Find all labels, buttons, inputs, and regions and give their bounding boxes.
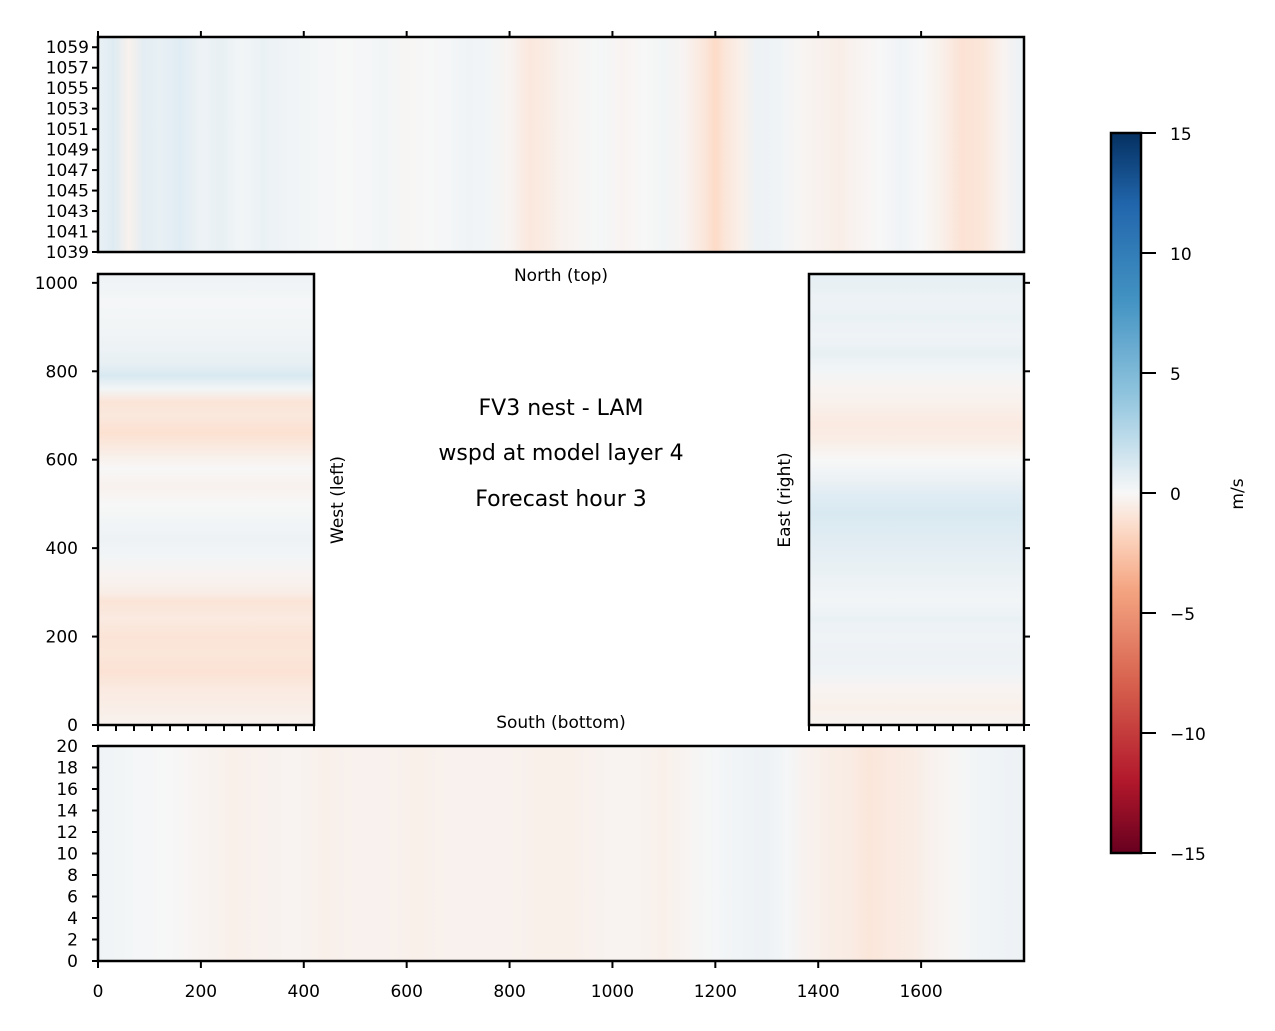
colorbar-tick-label: 0	[1170, 485, 1181, 505]
chart-title-line-2: wspd at model layer 4	[438, 441, 683, 466]
north-frame	[96, 35, 1026, 254]
ytick-label-south: 10	[56, 845, 78, 865]
west-heatmap	[98, 274, 314, 725]
ytick-label-south: 2	[67, 931, 78, 951]
ytick-label-south: 18	[56, 759, 78, 779]
xtick-label-south: 1400	[797, 982, 840, 1002]
ytick-label-north: 1059	[46, 38, 89, 58]
xtick-label-south: 400	[288, 982, 320, 1002]
ytick-label-west: 1000	[35, 274, 78, 294]
ytick-label-south: 20	[56, 737, 78, 757]
colorbar-tick-label: −10	[1170, 725, 1206, 745]
xtick-label-south: 0	[93, 982, 104, 1002]
ytick-label-north: 1041	[46, 223, 89, 243]
ytick-label-west: 400	[46, 539, 78, 559]
west-panel-label: West (left)	[328, 456, 348, 544]
ytick-label-west: 0	[67, 716, 78, 736]
ytick-label-south: 12	[56, 823, 78, 843]
colorbar-label: m/s	[1228, 478, 1248, 509]
ytick-label-south: 8	[67, 866, 78, 886]
south-panel-label: South (bottom)	[496, 713, 626, 733]
east-panel-label: East (right)	[775, 452, 795, 547]
axis-ticks: 1039104110431045104710491051105310551057…	[35, 31, 1206, 1002]
xtick-label-south: 600	[390, 982, 422, 1002]
chart-title-line-3: Forecast hour 3	[475, 487, 646, 512]
xtick-label-south: 1600	[899, 982, 942, 1002]
north-heatmap	[98, 37, 1024, 252]
ytick-label-north: 1043	[46, 202, 89, 222]
ytick-label-north: 1039	[46, 243, 89, 263]
ytick-label-west: 800	[46, 362, 78, 382]
ytick-label-north: 1053	[46, 100, 89, 120]
colorbar	[1109, 131, 1143, 855]
ytick-label-west: 200	[46, 628, 78, 648]
ytick-label-west: 600	[46, 451, 78, 471]
ytick-label-north: 1049	[46, 141, 89, 161]
xtick-label-south: 200	[185, 982, 217, 1002]
colorbar-tick-label: −5	[1170, 605, 1195, 625]
chart-title-line-1: FV3 nest - LAM	[479, 396, 644, 421]
east-heatmap	[809, 274, 1024, 725]
xtick-label-south: 800	[493, 982, 525, 1002]
ytick-label-south: 0	[67, 952, 78, 972]
colorbar-tick-label: 15	[1170, 125, 1192, 145]
ytick-label-north: 1045	[46, 182, 89, 202]
ytick-label-north: 1055	[46, 79, 89, 99]
colorbar-tick-label: 5	[1170, 365, 1181, 385]
xtick-label-south: 1000	[591, 982, 634, 1002]
ytick-label-south: 14	[56, 802, 78, 822]
ytick-label-south: 16	[56, 780, 78, 800]
ytick-label-south: 6	[67, 888, 78, 908]
ytick-label-north: 1047	[46, 161, 89, 181]
ytick-label-north: 1051	[46, 120, 89, 140]
south-heatmap	[98, 746, 1024, 961]
colorbar-tick-label: −15	[1170, 845, 1206, 865]
north-panel-label: North (top)	[514, 266, 608, 286]
ytick-label-south: 4	[67, 909, 78, 929]
ytick-label-north: 1057	[46, 59, 89, 79]
colorbar-tick-label: 10	[1170, 245, 1192, 265]
xtick-label-south: 1200	[694, 982, 737, 1002]
